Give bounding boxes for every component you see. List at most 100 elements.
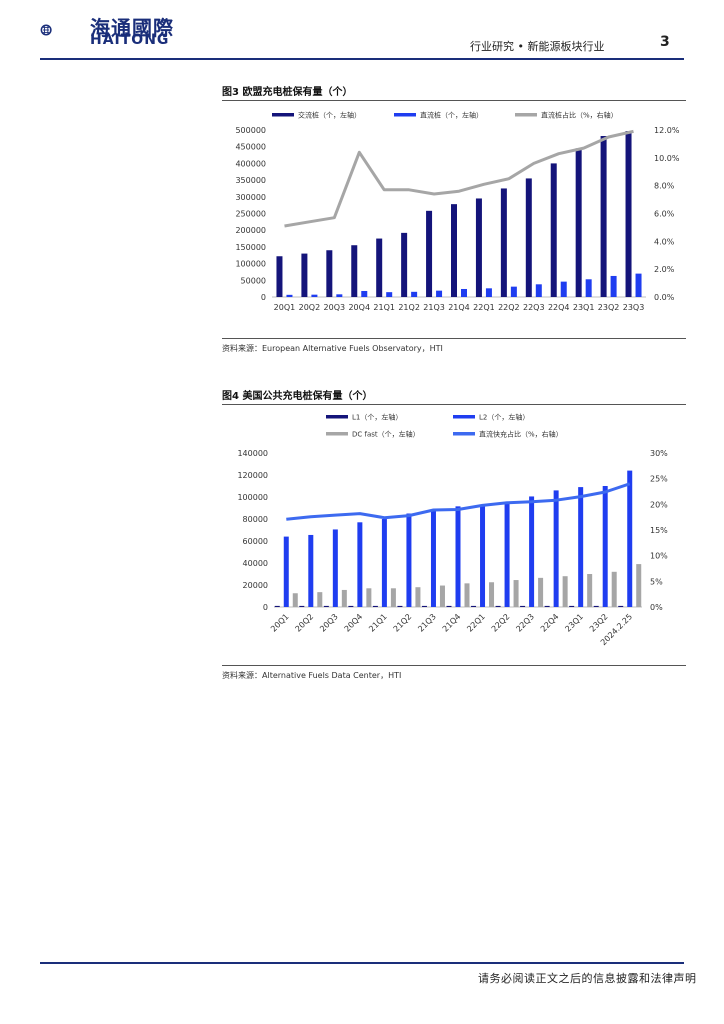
x-tick-label: 20Q2 — [294, 612, 316, 634]
x-tick-label: 20Q1 — [274, 303, 296, 312]
bar-b — [585, 279, 592, 297]
legend-label: L2（个，左轴） — [479, 413, 529, 422]
bar-b — [311, 294, 318, 297]
bar-c — [562, 576, 568, 607]
bar-c — [341, 589, 347, 607]
page-number: 3 — [660, 34, 670, 50]
bar-c — [636, 564, 642, 607]
y-left-tick-label: 400000 — [235, 159, 266, 168]
legend-label: L1（个，左轴） — [352, 413, 402, 422]
y-right-tick-label: 6.0% — [654, 210, 675, 219]
y-right-tick-label: 5% — [650, 577, 663, 586]
fig4-top-rule — [222, 404, 686, 405]
logo-text-en: HAITONG — [90, 32, 170, 48]
bar-a — [348, 605, 354, 607]
bar-a — [593, 605, 599, 607]
y-left-tick-label: 500000 — [235, 126, 266, 135]
bar-b — [381, 519, 387, 607]
y-left-tick-label: 100000 — [235, 260, 266, 269]
line-series — [286, 482, 631, 521]
bar-a — [475, 198, 482, 297]
haitong-logo-icon — [40, 24, 52, 36]
x-tick-label: 22Q4 — [548, 303, 570, 312]
bar-b — [361, 290, 368, 297]
bar-a — [274, 605, 280, 607]
y-left-tick-label: 100000 — [237, 493, 268, 502]
bar-c — [439, 585, 445, 607]
bar-b — [553, 490, 559, 607]
bar-c — [390, 588, 396, 607]
y-right-tick-label: 12.0% — [654, 126, 680, 135]
bar-b — [332, 529, 338, 607]
bar-a — [569, 605, 575, 607]
bar-a — [372, 605, 378, 607]
legend-label: 交流桩（个，左轴） — [298, 111, 361, 120]
bar-b — [602, 486, 608, 607]
legend-swatch — [326, 432, 348, 436]
y-left-tick-label: 60000 — [243, 537, 268, 546]
x-tick-label: 23Q3 — [623, 303, 645, 312]
bar-a — [625, 131, 632, 297]
bar-b — [455, 506, 461, 607]
y-right-tick-label: 4.0% — [654, 237, 675, 246]
legend-label: 直流桩占比（%，右轴） — [541, 111, 618, 120]
x-tick-label: 20Q2 — [299, 303, 321, 312]
y-right-tick-label: 20% — [650, 500, 668, 509]
bar-b — [504, 501, 510, 607]
bar-a — [299, 605, 305, 607]
x-tick-label: 21Q1 — [367, 612, 389, 634]
bar-b — [436, 290, 443, 297]
y-left-tick-label: 120000 — [237, 471, 268, 480]
legend-swatch — [515, 113, 537, 117]
bar-b — [411, 291, 418, 297]
x-tick-label: 21Q2 — [398, 303, 420, 312]
section-header: 行业研究 • 新能源板块行业 — [470, 40, 605, 53]
x-tick-label: 23Q2 — [598, 303, 620, 312]
bar-b — [308, 534, 314, 607]
legend-swatch — [453, 415, 475, 419]
x-tick-label: 22Q1 — [473, 303, 495, 312]
fig4-bottom-rule — [222, 665, 686, 666]
bar-a — [600, 136, 607, 297]
fig3-top-rule — [222, 100, 686, 101]
bar-a — [520, 605, 526, 607]
x-tick-label: 22Q3 — [523, 303, 545, 312]
fig4-title: 图4 美国公共充电桩保有量（个） — [222, 391, 373, 402]
bar-b — [461, 288, 467, 297]
bar-a — [471, 605, 477, 607]
bar-a — [618, 605, 624, 607]
line-series — [284, 129, 634, 228]
bar-a — [575, 148, 582, 297]
bar-a — [525, 178, 532, 297]
bar-b — [480, 505, 486, 607]
y-right-tick-label: 8.0% — [654, 182, 675, 191]
bar-b — [510, 286, 517, 297]
chart-us-chargers: L1（个，左轴） L2（个，左轴） DC fast（个，左轴） 直流快充占比（%，右轴… — [237, 413, 668, 648]
bar-a — [276, 256, 283, 297]
bar-b — [283, 536, 289, 607]
legend-swatch — [394, 113, 416, 117]
y-left-tick-label: 200000 — [235, 226, 266, 235]
x-tick-label: 23Q1 — [573, 303, 595, 312]
header-divider — [40, 58, 684, 60]
x-tick-label: 21Q3 — [416, 612, 438, 634]
bar-c — [292, 593, 298, 607]
x-tick-label: 20Q3 — [318, 612, 340, 634]
y-left-tick-label: 20000 — [243, 581, 268, 590]
x-tick-label: 21Q3 — [423, 303, 445, 312]
legend-label: 直流快充占比（%，右轴） — [479, 430, 563, 439]
y-left-tick-label: 350000 — [235, 176, 266, 185]
fig3-bottom-rule — [222, 338, 686, 339]
x-tick-label: 20Q1 — [269, 612, 291, 634]
bar-b — [336, 294, 343, 297]
bar-a — [397, 605, 403, 607]
y-right-tick-label: 15% — [650, 526, 668, 535]
legend-label: DC fast（个，左轴） — [352, 430, 420, 439]
bar-c — [587, 574, 593, 607]
bar-b — [627, 470, 633, 607]
y-right-tick-label: 10.0% — [654, 154, 680, 163]
bar-c — [489, 582, 495, 607]
y-right-tick-label: 0% — [650, 603, 663, 612]
bar-a — [550, 163, 557, 297]
x-tick-label: 23Q1 — [563, 612, 585, 634]
